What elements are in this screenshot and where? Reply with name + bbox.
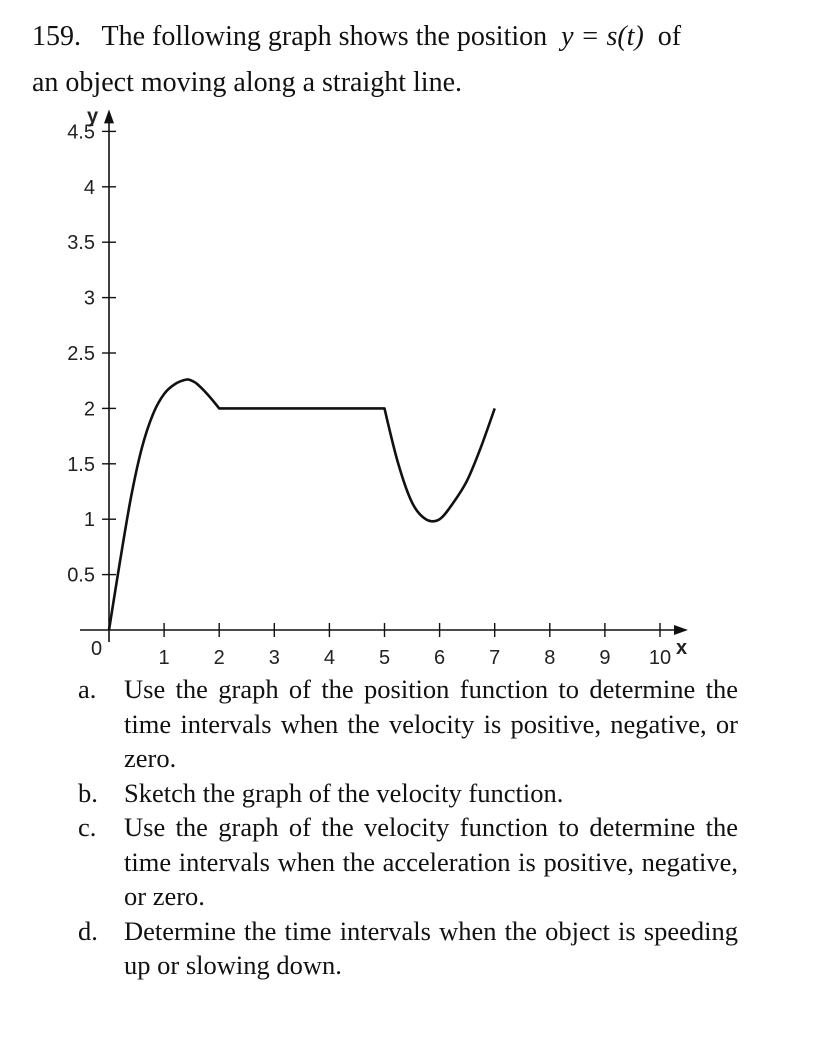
x-tick-label: 9 [599,647,610,669]
part-c-text: Use the graph of the velocity function t… [124,812,738,911]
y-axis-label: y [87,105,99,127]
x-axis-arrow [674,625,688,635]
y-tick-label: 1 [84,509,95,531]
problem-number: 159. [32,21,81,52]
part-d-text: Determine the time intervals when the ob… [124,915,738,981]
y-tick-label: 0.5 [67,565,95,587]
part-b: b. Sketch the graph of the velocity func… [78,776,738,811]
position-curve [107,378,496,631]
y-tick-label: 3 [84,288,95,310]
x-axis-label: x [676,637,687,659]
question-parts: a. Use the graph of the position functio… [78,672,738,983]
x-tick-label: 3 [269,647,280,669]
problem-text-3: an object moving along a straight line. [32,67,463,98]
x-tick-label: 7 [489,647,500,669]
ticks [102,130,661,637]
y-tick-label: 3.5 [67,232,95,254]
y-tick-label: 2 [84,398,95,420]
x-tick-label: 5 [379,647,390,669]
x-tick-label: 2 [214,647,225,669]
x-tick-label: 1 [159,647,170,669]
y-tick-label: 4.5 [67,121,95,143]
position-graph: x y 0 1 2 3 4 5 6 7 8 9 10 0.5 1 1.5 2 2.5 3 3.5 4 4.5 [67,105,688,669]
origin-label: 0 [91,638,102,660]
part-b-text: Sketch the graph of the velocity functio… [124,777,564,808]
problem-statement: 159. The following graph shows the posit… [32,14,732,106]
problem-text-1: The following graph shows the position [101,21,548,52]
y-tick-label: 1.5 [67,454,95,476]
y-tick-label: 4 [84,177,95,199]
x-tick-label: 4 [324,647,335,669]
tick-labels: x y 0 1 2 3 4 5 6 7 8 9 10 0.5 1 1.5 2 2.5 3 3.5 4 4.5 [67,105,687,669]
part-d: d. Determine the time intervals when the… [78,914,738,983]
y-axis-arrow [104,109,114,124]
part-d-label: d. [78,915,98,946]
x-tick-label: 6 [434,647,445,669]
x-tick-label: 10 [649,647,671,669]
part-a-label: a. [78,674,97,704]
part-c: c. Use the graph of the velocity functio… [78,810,738,914]
problem-text-2: of [657,21,682,52]
part-b-label: b. [78,777,98,808]
part-a: a. Use the graph of the position functio… [78,672,738,776]
position-function: y = s(t) [561,21,644,52]
part-c-label: c. [78,812,97,842]
y-tick-label: 2.5 [67,343,95,365]
x-tick-label: 8 [544,647,555,669]
part-a-text: Use the graph of the position function t… [124,674,738,773]
axes [80,109,688,642]
